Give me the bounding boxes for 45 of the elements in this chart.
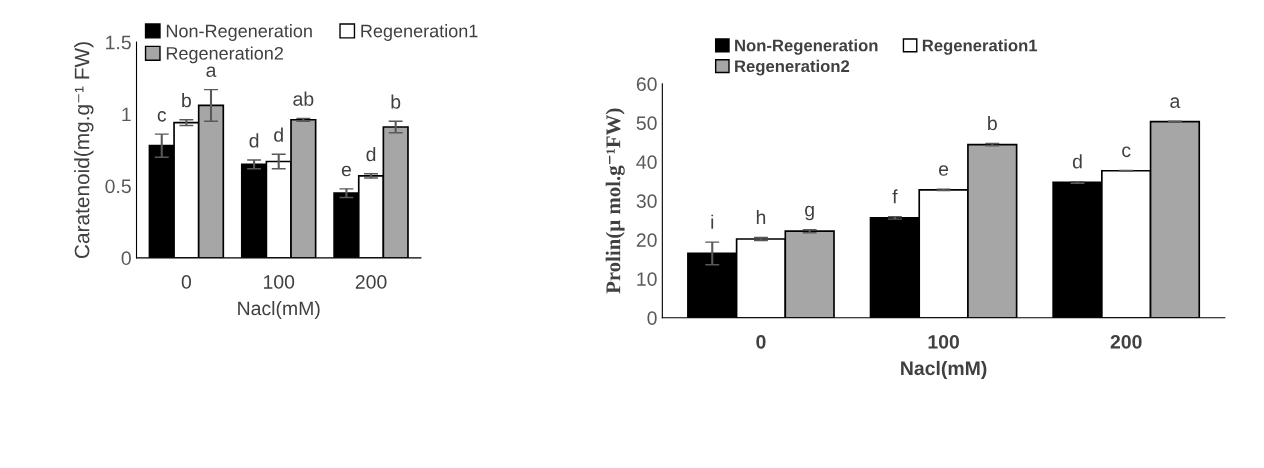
y-tick-label: 20 [636,233,657,248]
x-tick-label: 100 [928,334,959,349]
annotation: d [366,146,376,162]
y-axis-title: Prolin(µ mol.g⁻¹FW) [605,108,625,294]
y-tick-label: 10 [637,272,657,287]
annotation: d [249,133,259,148]
annotation: d [274,127,283,142]
annotation: f [892,189,898,204]
annotation: a [206,66,217,78]
annotation: e [939,165,949,176]
annotation: c [157,111,167,122]
y-tick-label: 0 [121,251,131,266]
x-axis-title: Nacl(mM) [901,360,987,380]
x-tick-label: 0 [756,334,766,349]
legend-label: Regeneration2 [735,59,850,76]
annotation: b [182,93,191,108]
legend-label: Regeneration1 [361,24,478,41]
annotation: a [1170,97,1181,109]
legend-label: Regeneration1 [922,39,1038,55]
x-tick-label: 0 [181,275,192,289]
annotation: e [341,165,351,177]
legend-label: Non-Regeneration [735,39,878,55]
annotation: c [1122,146,1131,158]
annotation: h [756,209,766,225]
legend-label: Regeneration2 [166,46,283,64]
y-tick-label: 60 [636,77,657,92]
x-tick-label: 200 [1110,334,1142,349]
y-tick-label: 30 [636,194,657,209]
annotation: g [805,205,814,221]
annotation: b [988,115,997,131]
y-tick-label: 1.5 [106,35,131,50]
y-tick-label: 0 [647,311,657,326]
y-tick-label: 40 [636,155,657,170]
annotation: d [1072,154,1082,169]
x-tick-label: 200 [355,275,387,289]
legend-label: Non-Regeneration [166,24,312,41]
x-axis-title: Nacl(mM) [238,300,320,320]
annotation: i [711,214,714,229]
annotation: b [391,94,401,109]
y-tick-label: 1 [122,107,131,122]
annotation: ab [293,91,314,106]
y-tick-label: 50 [636,116,657,131]
x-tick-label: 100 [263,275,295,289]
y-axis-title: Caratenoid(mg.g⁻¹ FW) [74,42,94,259]
y-tick-label: 0.5 [105,179,131,194]
